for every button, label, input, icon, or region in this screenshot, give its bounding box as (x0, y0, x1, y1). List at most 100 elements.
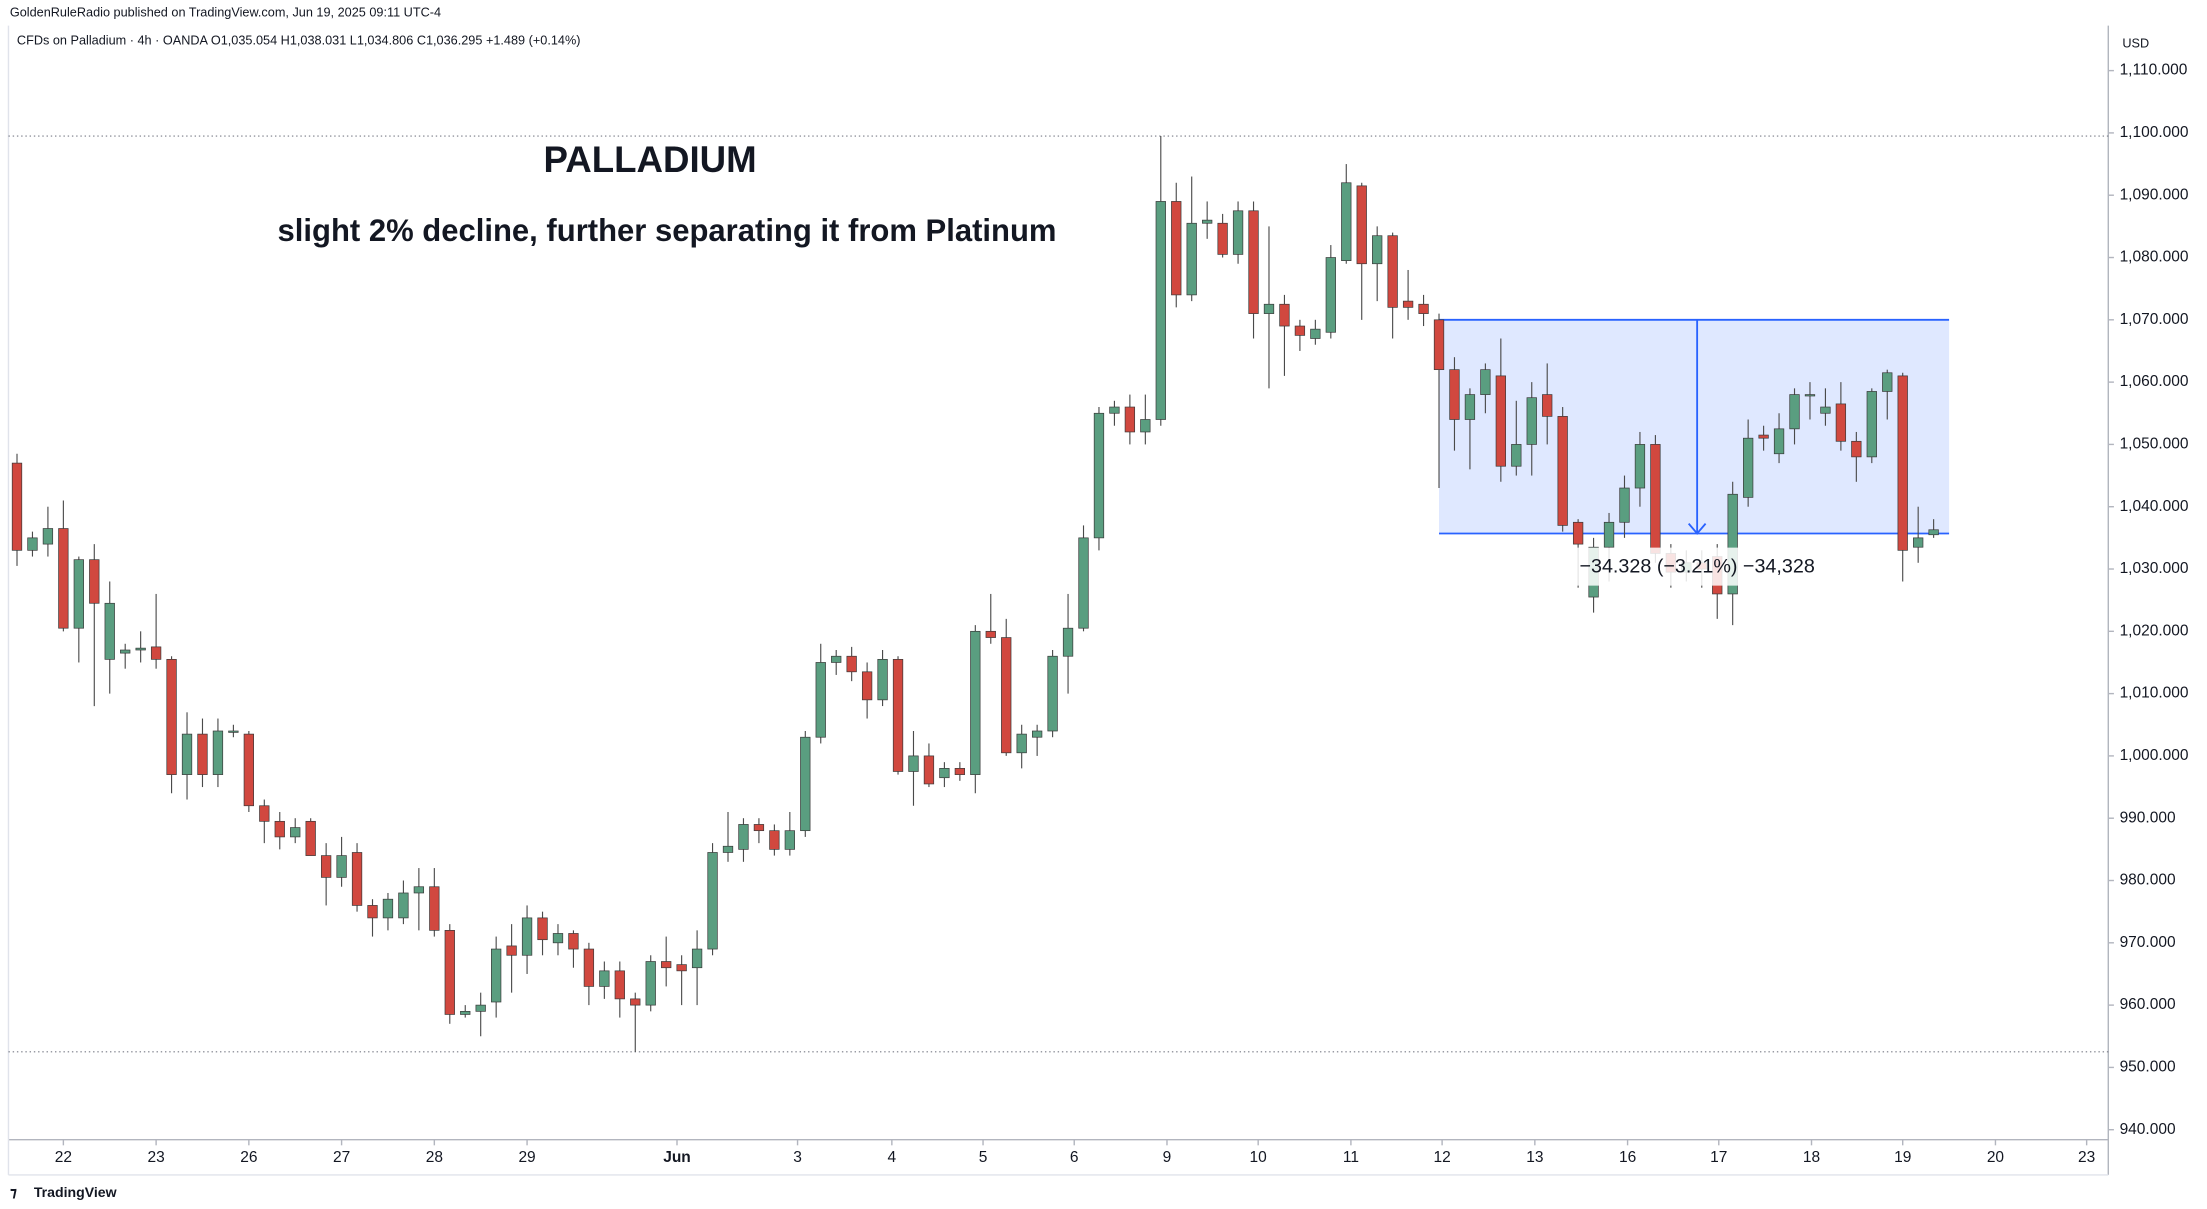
candle-body (197, 733, 208, 775)
candle-body (769, 830, 780, 850)
candle (1804, 382, 1816, 420)
candle-body (815, 662, 826, 738)
candle (1232, 201, 1244, 264)
candle-body (1186, 222, 1197, 296)
y-tick-label: 1,000.000 (2120, 747, 2189, 764)
candle-body (1773, 428, 1785, 455)
candle-body (1310, 328, 1321, 339)
measure-label: −34.328 (−3.21%) −34,328 (1579, 556, 1814, 578)
candle (1248, 201, 1259, 339)
candle (1387, 232, 1398, 339)
candle-body (1232, 210, 1244, 255)
candle (460, 1005, 471, 1018)
candle-body (1016, 733, 1027, 754)
candle (1449, 357, 1460, 451)
candle-body (614, 970, 625, 1000)
candle (1202, 201, 1213, 239)
candle (661, 936, 672, 987)
candle-body (1093, 412, 1105, 539)
candle-body (630, 998, 641, 1006)
candle (908, 730, 919, 806)
candle-body (1356, 185, 1367, 265)
candle-body (1804, 394, 1816, 397)
candle-body (877, 658, 888, 701)
candle (336, 836, 347, 887)
measure-label-bg (1568, 547, 1826, 586)
candle-body (568, 933, 579, 950)
x-tick-label: 3 (793, 1149, 802, 1166)
candle (1402, 269, 1414, 320)
candle (815, 643, 826, 744)
candle-body (259, 805, 270, 822)
candle (784, 811, 795, 856)
x-tick-label: 4 (888, 1149, 897, 1166)
candle (398, 880, 409, 925)
candle-body (1387, 235, 1398, 308)
candle-body (1001, 637, 1012, 754)
candle-body (954, 768, 966, 775)
candle (1743, 419, 1754, 507)
candle-body (537, 917, 548, 941)
candle (11, 453, 23, 566)
candle (259, 799, 270, 844)
candle (274, 811, 285, 850)
candle-body (1866, 391, 1877, 458)
candle (89, 544, 100, 707)
candle (1820, 388, 1831, 426)
x-tick-label: 9 (1163, 1149, 1172, 1166)
candle-body (228, 730, 239, 733)
candle (1341, 164, 1352, 264)
candle-body (970, 630, 981, 775)
candle (1758, 425, 1769, 451)
candle (1217, 213, 1228, 258)
candle-body (1619, 487, 1630, 523)
candle (1418, 294, 1429, 327)
candle-body (1634, 444, 1646, 489)
x-tick-label: 10 (1250, 1149, 1268, 1166)
candle-body (290, 827, 301, 838)
candle (537, 911, 548, 956)
candle-body (1248, 210, 1259, 314)
candle (1372, 226, 1383, 302)
x-tick-label: 23 (147, 1149, 164, 1166)
candle (1031, 724, 1043, 756)
candle-body (1820, 406, 1831, 414)
candle (413, 868, 425, 931)
candle (722, 811, 734, 862)
candle-body (1124, 406, 1136, 433)
candle (645, 955, 656, 1012)
candle (892, 656, 904, 775)
x-tick-label: 5 (979, 1149, 988, 1166)
candle-body (1325, 257, 1336, 333)
candle-body (1449, 369, 1460, 420)
candle (351, 843, 363, 912)
candle-body (1603, 521, 1615, 548)
x-tick-label: 22 (55, 1149, 72, 1166)
y-tick-label: 1,020.000 (2120, 622, 2189, 639)
candle (691, 930, 703, 1006)
candle-body (985, 630, 996, 638)
measure-box (1439, 319, 1950, 534)
candle-body (1835, 403, 1847, 442)
candle-body (599, 970, 610, 987)
chart-title: PALLADIUM (544, 139, 757, 180)
candle-body (831, 655, 842, 663)
candle (1001, 618, 1012, 756)
candle-body (583, 948, 595, 987)
candle-body (382, 898, 394, 919)
footer-brand: TradingView (34, 1184, 117, 1200)
candle (583, 942, 595, 1006)
candle-body (861, 671, 873, 701)
publisher-header: GoldenRuleRadio published on TradingView… (10, 5, 441, 19)
candle (491, 936, 502, 1018)
candle (1325, 245, 1336, 339)
candle-body (753, 824, 765, 832)
candle (1619, 475, 1630, 538)
x-tick-label: 23 (2078, 1149, 2095, 1166)
candle (444, 924, 455, 1024)
candle (1928, 519, 1939, 538)
candle-body (336, 855, 347, 878)
candle-body (444, 930, 455, 1015)
